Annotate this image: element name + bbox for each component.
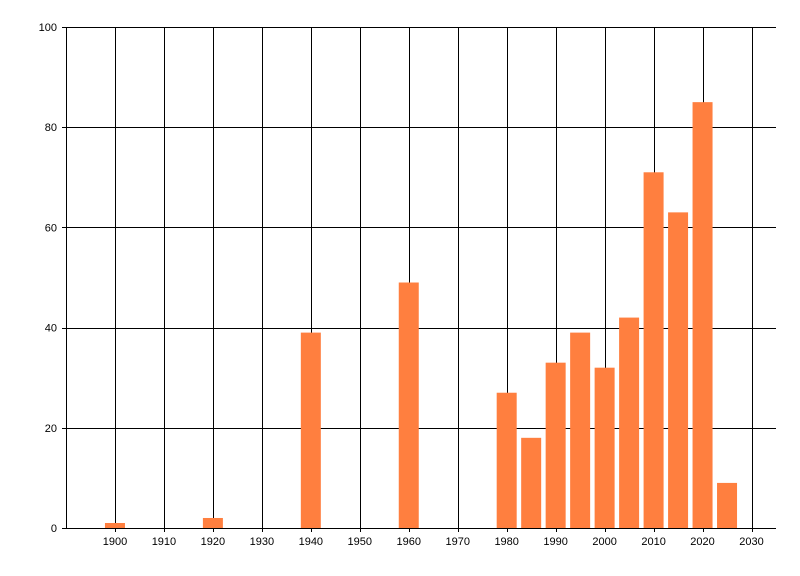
x-tick-label: 2000 bbox=[592, 536, 616, 548]
bar bbox=[692, 102, 713, 529]
bar bbox=[570, 332, 591, 528]
bar bbox=[202, 517, 223, 528]
x-tick-label: 1920 bbox=[201, 536, 225, 548]
x-tick-label: 1980 bbox=[494, 536, 518, 548]
x-tick-label: 2010 bbox=[641, 536, 665, 548]
tick-labels: 1900 1910 1920 1930 1940 1950 1960 1970 1980 1990… bbox=[39, 22, 764, 548]
bar bbox=[496, 392, 517, 528]
y-tick-label: 60 bbox=[45, 222, 57, 234]
bar bbox=[594, 367, 615, 528]
bar bbox=[717, 482, 738, 528]
bar bbox=[300, 332, 321, 528]
bar bbox=[521, 437, 542, 528]
bars bbox=[104, 102, 738, 529]
x-tick-label: 2030 bbox=[739, 536, 763, 548]
y-tick-label: 20 bbox=[45, 423, 57, 435]
x-tick-label: 2020 bbox=[690, 536, 714, 548]
x-tick-label: 1930 bbox=[250, 536, 274, 548]
y-tick-label: 0 bbox=[51, 523, 57, 535]
bar bbox=[104, 522, 125, 528]
y-tick-label: 40 bbox=[45, 323, 57, 335]
x-tick-label: 1940 bbox=[299, 536, 323, 548]
bar bbox=[398, 282, 419, 528]
y-tick-label: 80 bbox=[45, 122, 57, 134]
x-tick-label: 1960 bbox=[397, 536, 421, 548]
x-tick-label: 1900 bbox=[103, 536, 127, 548]
bar bbox=[619, 317, 640, 528]
bar bbox=[668, 212, 689, 528]
x-tick-label: 1990 bbox=[543, 536, 567, 548]
axes bbox=[62, 27, 776, 532]
bar bbox=[545, 362, 566, 528]
x-tick-label: 1970 bbox=[445, 536, 469, 548]
y-tick-label: 100 bbox=[39, 22, 57, 34]
x-tick-label: 1950 bbox=[348, 536, 372, 548]
bar bbox=[643, 172, 664, 529]
x-tick-label: 1910 bbox=[152, 536, 176, 548]
